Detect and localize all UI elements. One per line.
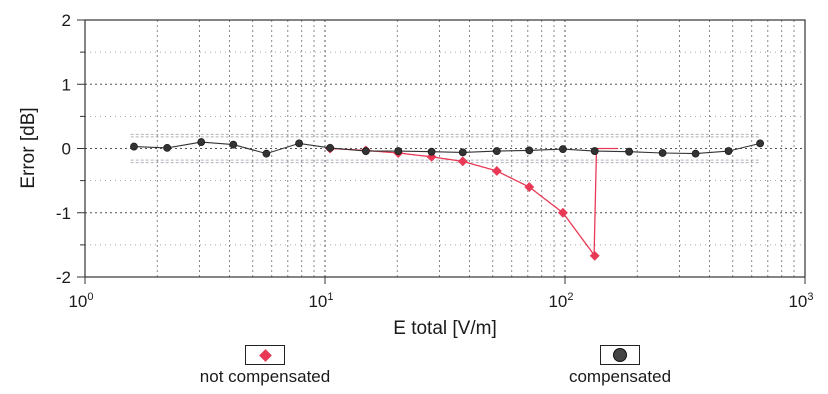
series-not-compensated bbox=[325, 143, 619, 261]
data-point-compensated bbox=[756, 139, 764, 148]
legend-swatch-not-compensated bbox=[245, 345, 285, 365]
data-point-compensated bbox=[361, 147, 370, 155]
data-point-not-compensated bbox=[524, 182, 535, 192]
data-point-compensated bbox=[229, 140, 238, 149]
grid bbox=[85, 20, 805, 277]
legend-label-not-compensated: not compensated bbox=[199, 367, 331, 386]
data-point-compensated bbox=[525, 146, 534, 155]
x-tick-label: 100 bbox=[68, 291, 93, 311]
data-point-compensated bbox=[427, 147, 436, 156]
series-line-compensated bbox=[133, 141, 761, 155]
y-axis-label: Error [dB] bbox=[18, 107, 39, 188]
data-point-not-compensated bbox=[589, 250, 600, 261]
data-point-compensated bbox=[163, 143, 172, 152]
y-tick-label: -1 bbox=[56, 204, 71, 223]
data-point-compensated bbox=[394, 147, 403, 155]
y-tick-label: 0 bbox=[62, 140, 71, 159]
data-point-compensated bbox=[724, 147, 733, 155]
legend-entry-compensated: compensated bbox=[535, 345, 705, 387]
x-axis-label: E total [V/m] bbox=[393, 318, 496, 339]
data-point-compensated bbox=[197, 138, 206, 146]
data-point-compensated bbox=[658, 149, 667, 157]
data-point-compensated bbox=[691, 149, 700, 158]
series-compensated bbox=[130, 138, 764, 158]
legend-entry-not-compensated: not compensated bbox=[170, 345, 360, 387]
plot-frame bbox=[77, 19, 806, 284]
data-point-compensated bbox=[625, 147, 634, 156]
tick-labels: 2 1 0 -1 -2 100 101 102 103 bbox=[56, 11, 814, 311]
data-point-compensated bbox=[130, 142, 138, 151]
data-point-compensated bbox=[262, 149, 271, 158]
circle-marker-icon bbox=[613, 348, 627, 362]
x-tick-label: 102 bbox=[548, 291, 573, 311]
data-point-compensated bbox=[326, 143, 334, 152]
data-point-compensated bbox=[492, 147, 501, 155]
x-tick-label: 103 bbox=[788, 291, 813, 311]
legend-label-compensated: compensated bbox=[568, 367, 672, 386]
data-point-not-compensated bbox=[491, 166, 502, 176]
data-point-compensated bbox=[458, 148, 467, 157]
y-tick-label: 2 bbox=[62, 11, 71, 30]
x-tick-label: 101 bbox=[308, 291, 333, 311]
series-layer bbox=[130, 138, 764, 261]
data-point-not-compensated bbox=[557, 207, 568, 218]
y-tick-label: 1 bbox=[62, 75, 71, 94]
data-point-compensated bbox=[295, 139, 304, 148]
data-point-not-compensated bbox=[457, 156, 468, 167]
legend-swatch-compensated bbox=[600, 345, 640, 365]
data-point-compensated bbox=[590, 147, 599, 155]
data-point-compensated bbox=[558, 145, 567, 154]
diamond-marker-icon bbox=[258, 348, 272, 362]
series-line-not-compensated bbox=[330, 147, 619, 257]
y-tick-label: -2 bbox=[56, 268, 71, 287]
